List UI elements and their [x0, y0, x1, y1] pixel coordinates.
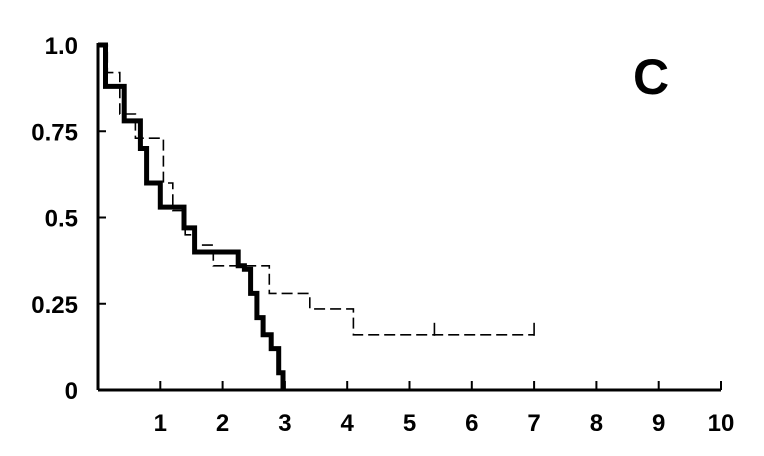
x-tick-label: 8: [590, 410, 603, 437]
panel-label: C: [633, 49, 669, 105]
x-tick-label: 2: [216, 410, 229, 437]
y-tick-label: 0.5: [45, 206, 78, 233]
x-tick-label: 1: [154, 410, 167, 437]
x-tick-label: 9: [652, 410, 665, 437]
y-tick-label: 0: [65, 378, 78, 405]
y-tick-label: 0.75: [31, 119, 78, 146]
y-tick-label: 0.25: [31, 292, 78, 319]
x-tick-label: 5: [403, 410, 416, 437]
x-tick-label: 4: [341, 410, 355, 437]
ticks-layer: 1 2 3 4 5 6 7 8 9 10 0 0.25 0.5 0.75 1.0: [31, 33, 734, 437]
y-tick-label: 1.0: [45, 33, 78, 60]
axes: [96, 43, 721, 392]
series-layer: [98, 42, 535, 390]
x-tick-label: 6: [465, 410, 478, 437]
x-tick-label: 3: [278, 410, 291, 437]
dashed-survival-curve: [98, 44, 535, 336]
solid-survival-curve: [98, 42, 286, 390]
x-tick-label: 10: [708, 410, 735, 437]
x-tick-label: 7: [527, 410, 540, 437]
